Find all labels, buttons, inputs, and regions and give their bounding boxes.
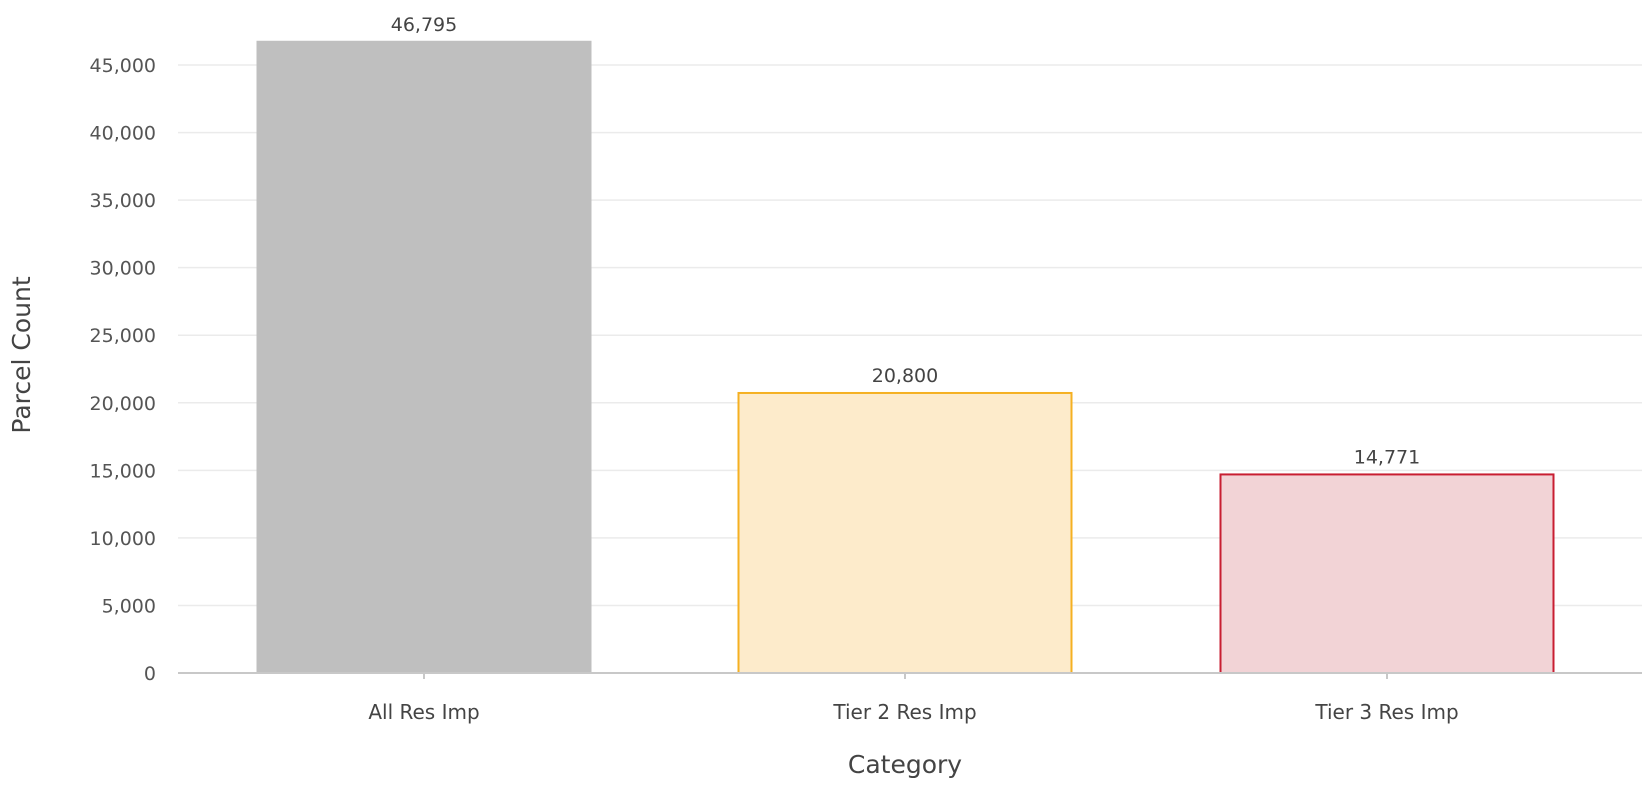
y-tick-label: 30,000 [90,258,156,280]
x-tick-label: All Res Imp [368,700,479,724]
y-tick-label: 25,000 [90,325,156,347]
x-axis-ticks: All Res Imp Tier 2 Res Imp Tier 3 Res Imp [368,673,1459,724]
y-tick-label: 20,000 [90,393,156,415]
data-labels: 46,795 20,800 14,771 [391,14,1420,469]
y-axis-ticks: 0 5,000 10,000 15,000 20,000 25,000 30,000 35,0… [90,55,156,685]
y-tick-label: 5,000 [102,595,156,617]
y-tick-label: 15,000 [90,460,156,482]
x-tick-label: Tier 2 Res Imp [832,700,976,724]
bar-tier-3-res-imp [1219,473,1555,674]
bar-tier-2-res-imp [737,391,1073,674]
y-tick-label: 10,000 [90,528,156,550]
bars [256,40,1555,675]
y-tick-label: 45,000 [90,55,156,77]
y-axis-title: Parcel Count [7,276,36,433]
data-label: 20,800 [872,365,938,387]
y-tick-label: 35,000 [90,190,156,212]
x-tick-label: Tier 3 Res Imp [1314,700,1458,724]
bar-all-res-imp [256,40,592,675]
data-label: 14,771 [1354,446,1420,468]
data-label: 46,795 [391,14,457,36]
x-axis-title: Category [848,750,962,779]
y-tick-label: 0 [144,663,156,685]
y-tick-label: 40,000 [90,123,156,145]
